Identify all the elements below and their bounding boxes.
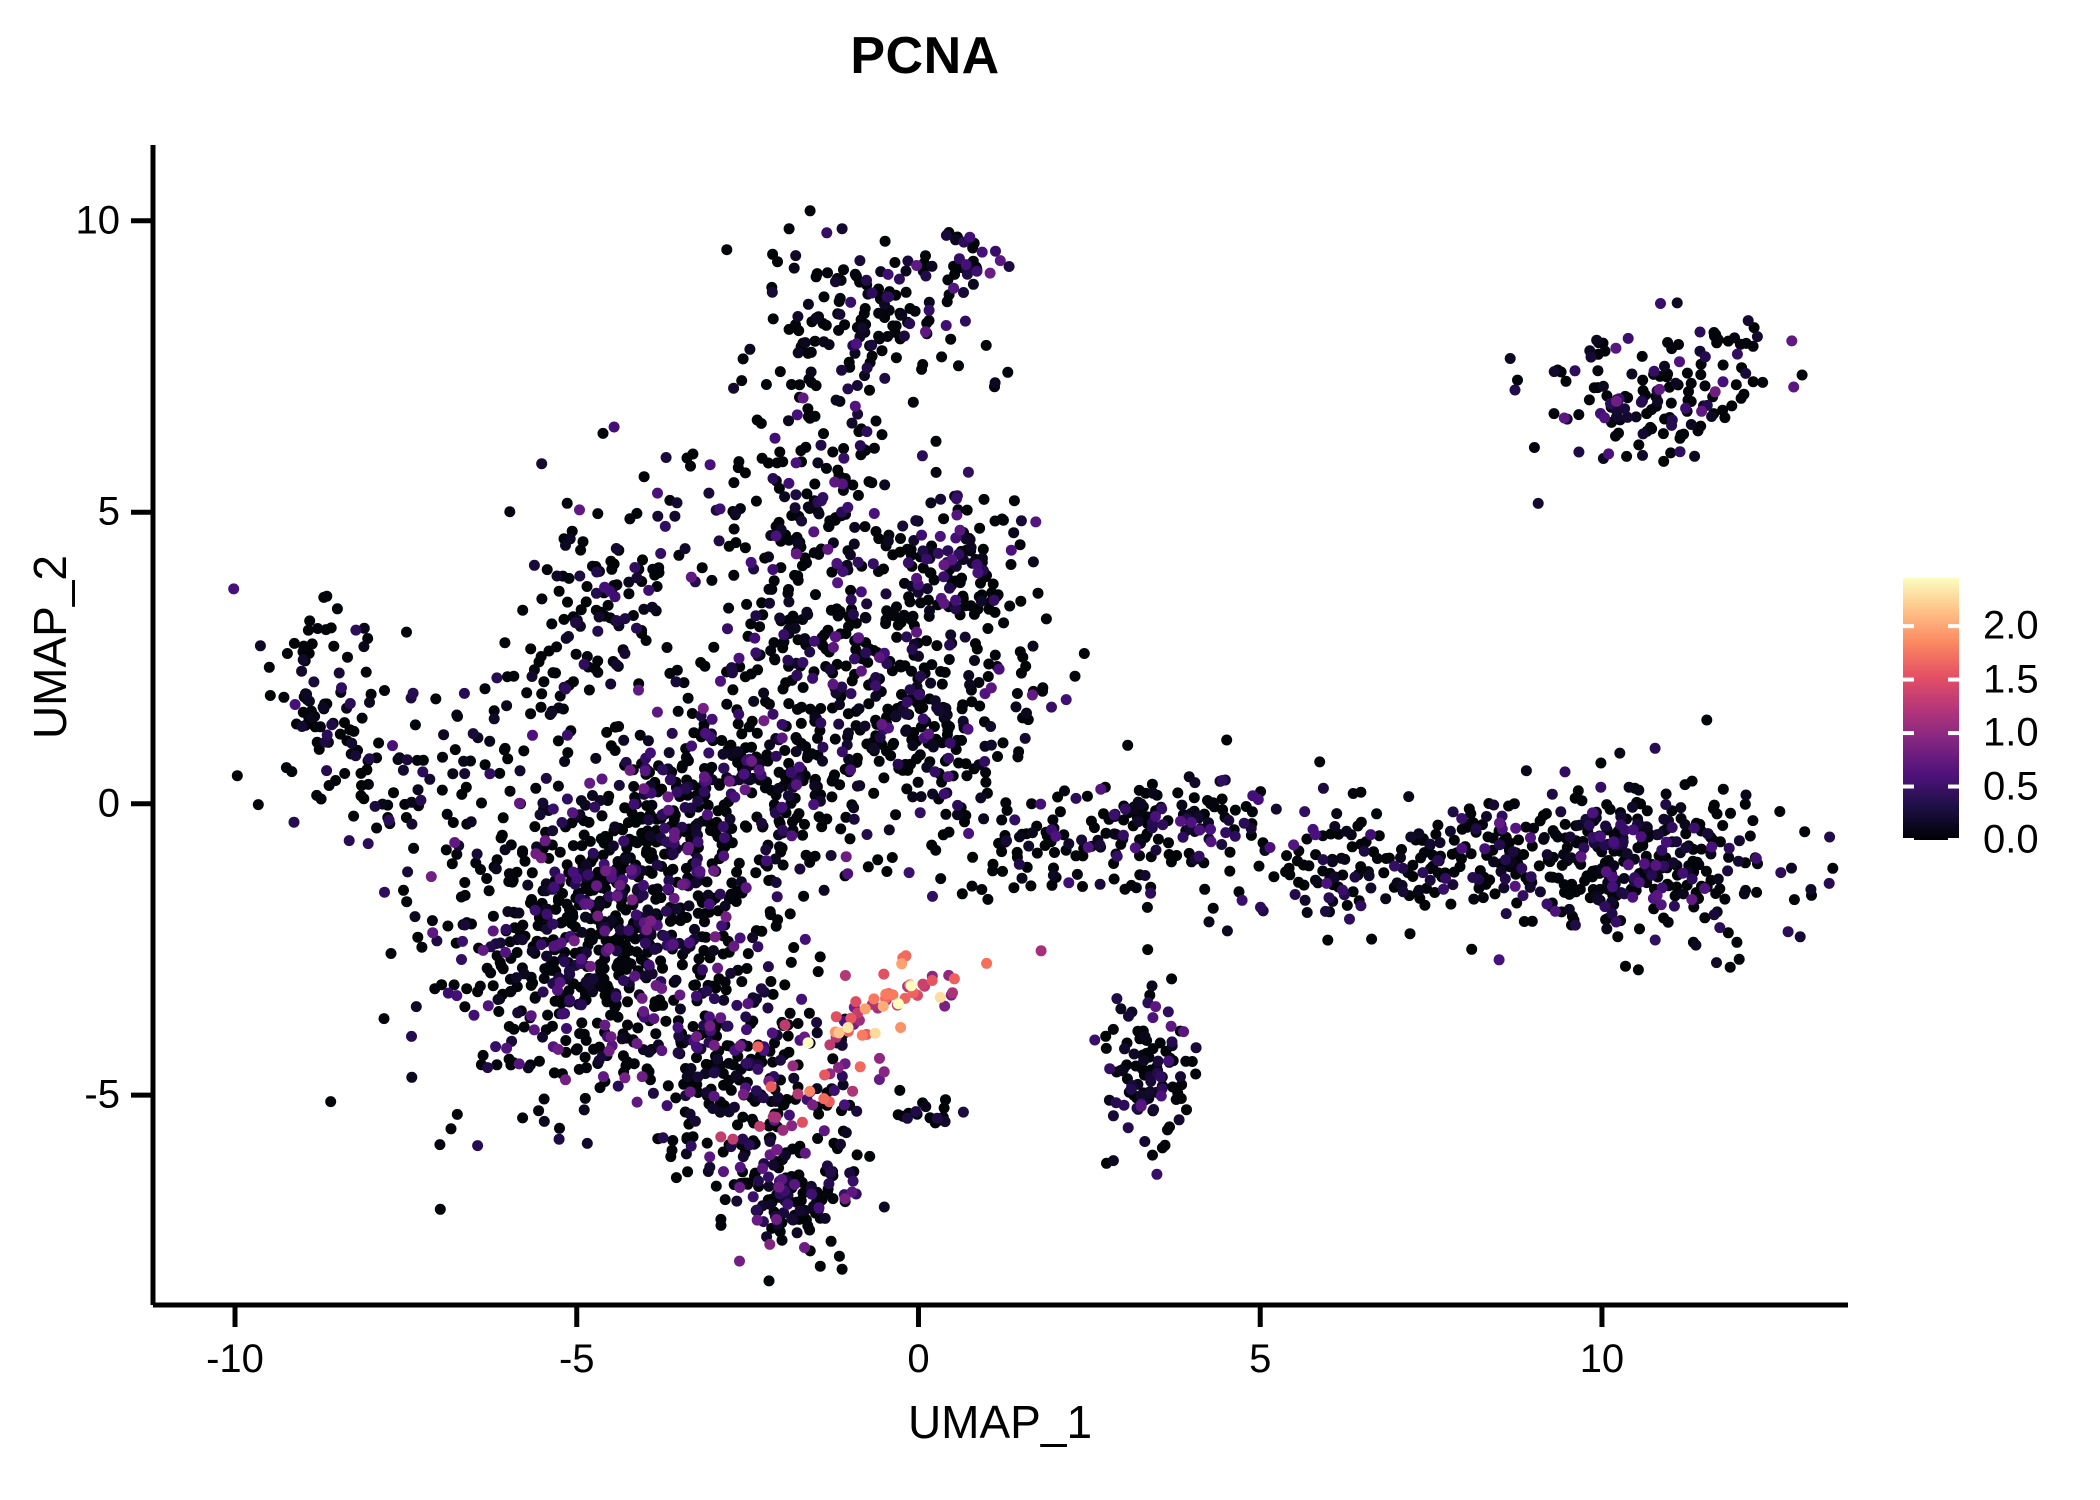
x-tick-label: -5 (558, 1337, 595, 1381)
chart-title: PCNA (850, 27, 1000, 85)
colorbar-ticks (1903, 624, 1959, 842)
y-tick-label: 0 (97, 781, 120, 826)
x-tick-label: 0 (907, 1337, 930, 1381)
x-tick-label: 10 (1579, 1337, 1625, 1381)
x-tick-label: 5 (1249, 1337, 1272, 1381)
y-tick-label: -5 (84, 1072, 120, 1117)
legend-tick-label: 0.0 (1983, 817, 2039, 862)
x-tick-label: -10 (206, 1337, 264, 1381)
colorbar-gradient (1903, 578, 1959, 840)
y-tick-label: 10 (75, 198, 121, 243)
legend-tick-label: 1.5 (1983, 657, 2039, 702)
legend-tick-label: 1.0 (1983, 710, 2039, 755)
y-axis-title: UMAP_2 (24, 554, 76, 740)
x-axis-title: UMAP_1 (907, 1396, 1093, 1448)
legend-tick-label: 0.5 (1983, 764, 2039, 809)
data-points-layer (228, 205, 1839, 1287)
legend-tick-label: 2.0 (1983, 603, 2039, 648)
y-tick-label: 5 (97, 489, 120, 534)
axis-ticks-layer (131, 218, 1605, 1327)
